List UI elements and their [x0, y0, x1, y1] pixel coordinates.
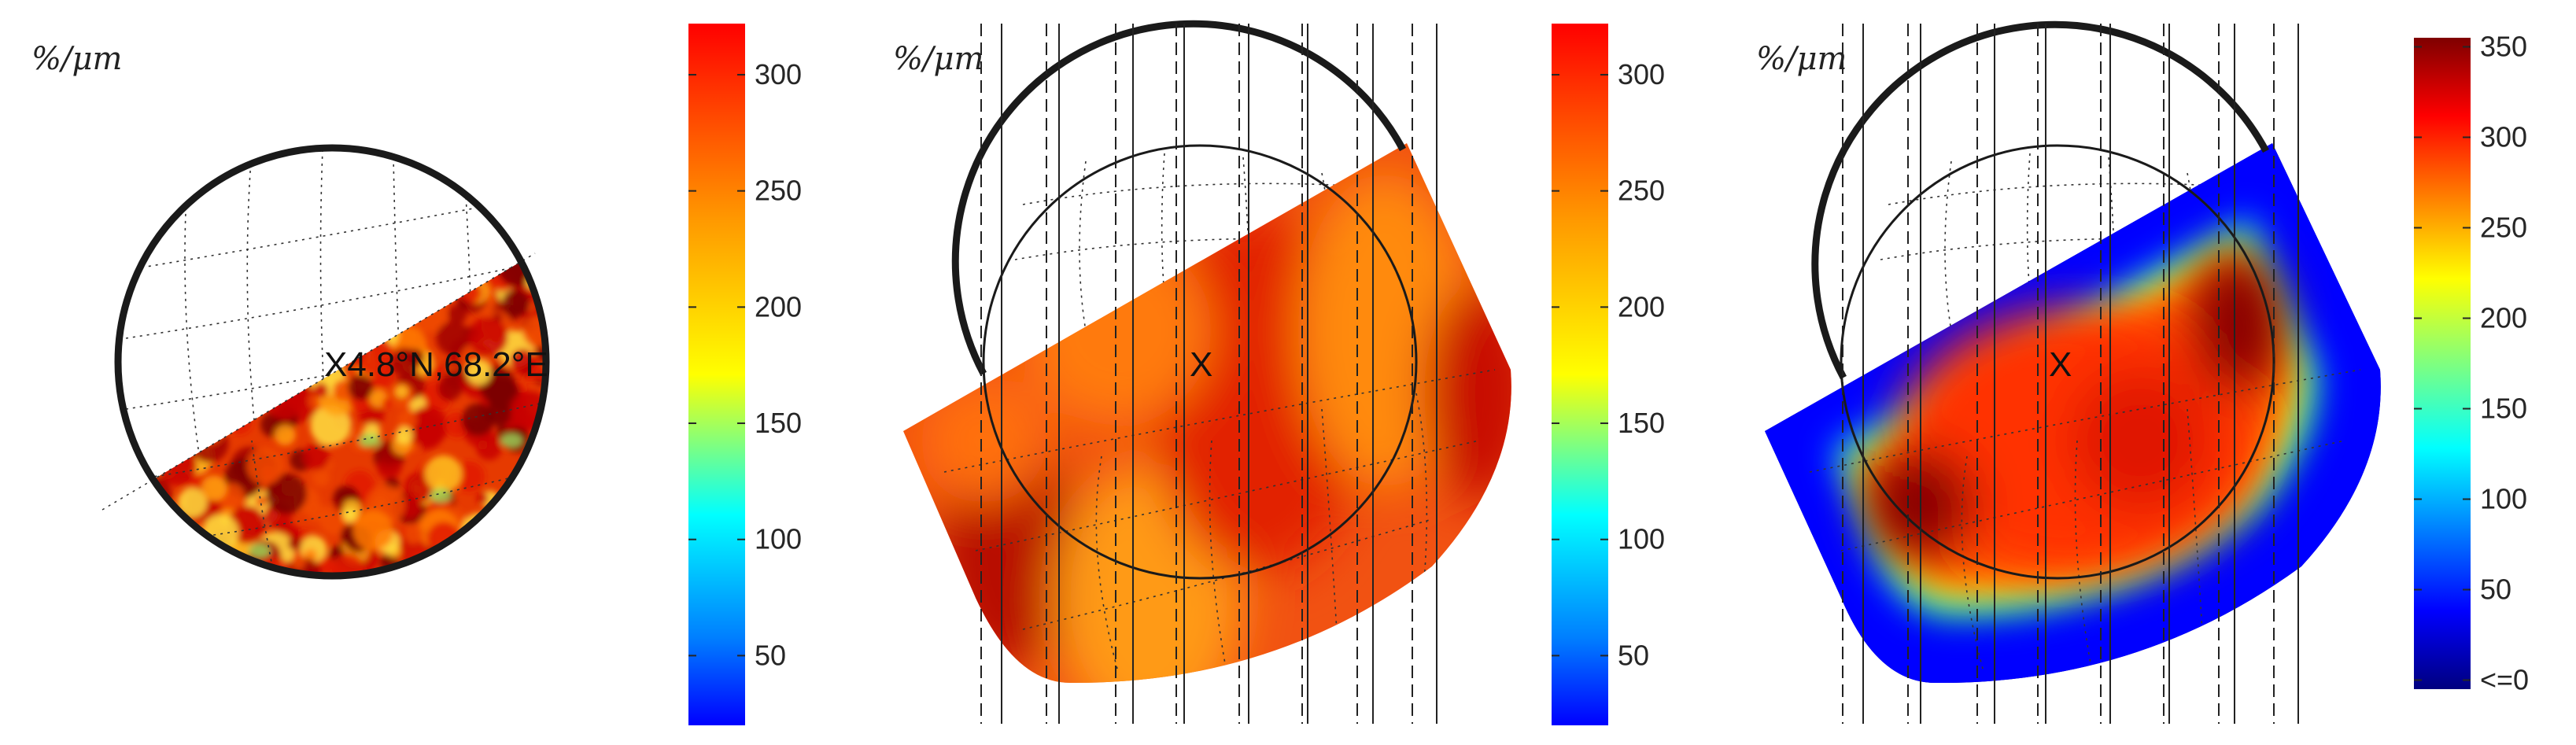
data-shape-middle: [903, 143, 1511, 684]
unit-label-right: %/μm: [1756, 41, 1847, 77]
colorbar-tick-label: 200: [1618, 290, 1665, 323]
site-annotation-left: X4.8°N,68.2°E: [324, 345, 548, 384]
site-marker-right: X: [2049, 345, 2072, 384]
colorbar-right: <=0 50 100 150 200 250 300 350: [2414, 31, 2529, 696]
colorbar-tick-label: 200: [755, 290, 802, 323]
colorbar-tick-label: 50: [2480, 574, 2511, 606]
planet-rim-middle: [951, 20, 1406, 376]
data-shape-right: [1765, 143, 2381, 684]
unit-label-left: %/μm: [31, 41, 122, 77]
colorbar-middle-bar: [1552, 24, 1608, 725]
ground-tracks-right: [1842, 24, 2299, 724]
colorbar-tick-label: 50: [755, 639, 786, 671]
data-swath-left: [120, 253, 544, 574]
planet-outline-right: [1840, 144, 2275, 580]
colorbar-tick-label: 150: [755, 407, 802, 439]
colorbar-middle: 50 100 150 200 250 300: [1552, 24, 1665, 725]
planet-outline-middle: [982, 144, 1418, 580]
panel-left: %/μm X4.8°N,68.2°: [31, 24, 802, 725]
colorbar-tick-label: 100: [1618, 523, 1665, 555]
colorbar-tick-label: 150: [1618, 407, 1665, 439]
colorbar-tick-label: 100: [755, 523, 802, 555]
colorbar-tick-label: 300: [1618, 58, 1665, 90]
panel-right: %/μm: [1756, 20, 2529, 724]
unit-label-middle: %/μm: [893, 41, 984, 77]
colorbar-tick-label: 250: [755, 175, 802, 207]
planet-rim-right: [1811, 20, 2269, 380]
site-marker-middle: X: [1190, 345, 1212, 384]
colorbar-tick-label: 250: [2480, 212, 2527, 244]
panel-middle: %/μm: [893, 20, 1665, 725]
colorbar-tick-label: <=0: [2480, 664, 2529, 696]
colorbar-tick-label: 300: [755, 58, 802, 90]
planet-rim-left: [114, 144, 550, 580]
ground-tracks-middle: [980, 24, 1437, 724]
colorbar-tick-label: 300: [2480, 121, 2527, 153]
colorbar-tick-label: 250: [1618, 175, 1665, 207]
colorbar-tick-label: 100: [2480, 483, 2527, 515]
colorbar-left: 50 100 150 200 250 300: [688, 24, 802, 725]
swath-edge-left: [101, 253, 536, 511]
colorbar-tick-label: 200: [2480, 302, 2527, 334]
colorbar-tick-label: 50: [1618, 639, 1649, 671]
colorbar-tick-label: 150: [2480, 393, 2527, 425]
colorbar-tick-label: 350: [2480, 31, 2527, 63]
colorbar-left-bar: [688, 24, 745, 725]
colorbar-right-bar: [2414, 38, 2471, 689]
